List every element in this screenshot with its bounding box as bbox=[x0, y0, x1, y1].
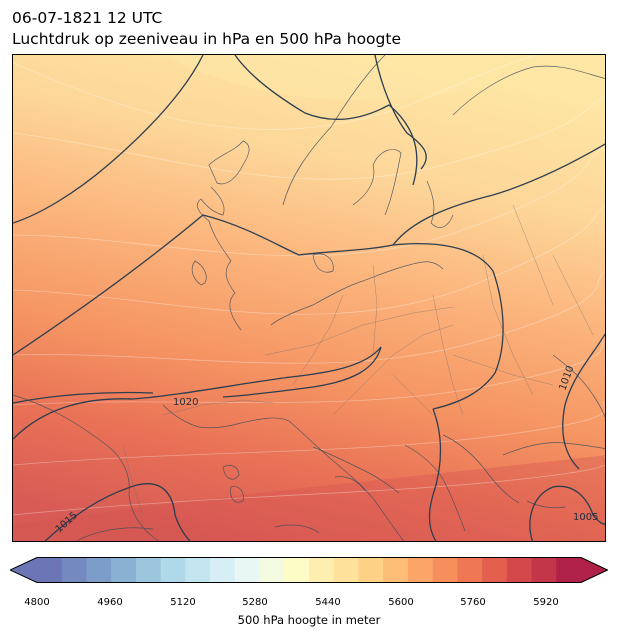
colorbar-tick: 5920 bbox=[533, 597, 559, 608]
colorbar-swatch bbox=[309, 557, 335, 583]
colorbar-swatch bbox=[457, 557, 483, 583]
height-fill bbox=[13, 55, 605, 541]
colorbar-swatch bbox=[482, 557, 508, 583]
colorbar-swatch bbox=[86, 557, 112, 583]
colorbar-swatch bbox=[333, 557, 359, 583]
isobar-label: 1005 bbox=[573, 512, 598, 523]
colorbar-tick: 5600 bbox=[388, 597, 414, 608]
colorbar-swatch bbox=[531, 557, 557, 583]
isobars bbox=[13, 55, 605, 541]
colorbar-swatch bbox=[160, 557, 186, 583]
colorbar-extend-max bbox=[581, 557, 608, 583]
colorbar-swatch bbox=[407, 557, 434, 583]
colorbar-extend-min bbox=[10, 557, 37, 583]
colorbar-swatch bbox=[383, 557, 409, 583]
map-canvas: 1020 1015 1010 1005 bbox=[13, 55, 605, 541]
colorbar-swatch bbox=[37, 557, 63, 583]
colorbar bbox=[10, 557, 608, 583]
colorbar-tick: 5440 bbox=[315, 597, 341, 608]
colorbar-swatch bbox=[358, 557, 384, 583]
colorbar-swatch bbox=[432, 557, 458, 583]
colorbar-swatch bbox=[111, 557, 137, 583]
colorbar-outline bbox=[10, 557, 608, 583]
colorbar-tick: 5120 bbox=[170, 597, 196, 608]
colorbar-swatch bbox=[135, 557, 162, 583]
colorbar-tick: 4800 bbox=[24, 597, 50, 608]
height-bands bbox=[13, 55, 605, 516]
colorbar-swatch bbox=[259, 557, 285, 583]
colorbar-label: 500 hPa hoogte in meter bbox=[237, 613, 381, 627]
map-datetime: 06-07-1821 12 UTC bbox=[12, 9, 163, 27]
colorbar-tick: 5760 bbox=[460, 597, 486, 608]
colorbar-tick: 4960 bbox=[97, 597, 123, 608]
colorbar-tick: 5280 bbox=[242, 597, 268, 608]
borders bbox=[122, 204, 594, 516]
colorbar-swatch bbox=[284, 557, 310, 583]
colorbar-swatch bbox=[556, 557, 582, 583]
colorbar-swatch bbox=[234, 557, 261, 583]
coastlines bbox=[13, 55, 605, 541]
map-panel: 1020 1015 1010 1005 bbox=[12, 54, 606, 542]
colorbar-swatch bbox=[210, 557, 236, 583]
colorbar-swatch bbox=[185, 557, 211, 583]
colorbar-swatch bbox=[61, 557, 87, 583]
colorbar-swatch bbox=[506, 557, 533, 583]
map-title: Luchtdruk op zeeniveau in hPa en 500 hPa… bbox=[12, 30, 401, 48]
isobar-label: 1020 bbox=[173, 397, 198, 408]
